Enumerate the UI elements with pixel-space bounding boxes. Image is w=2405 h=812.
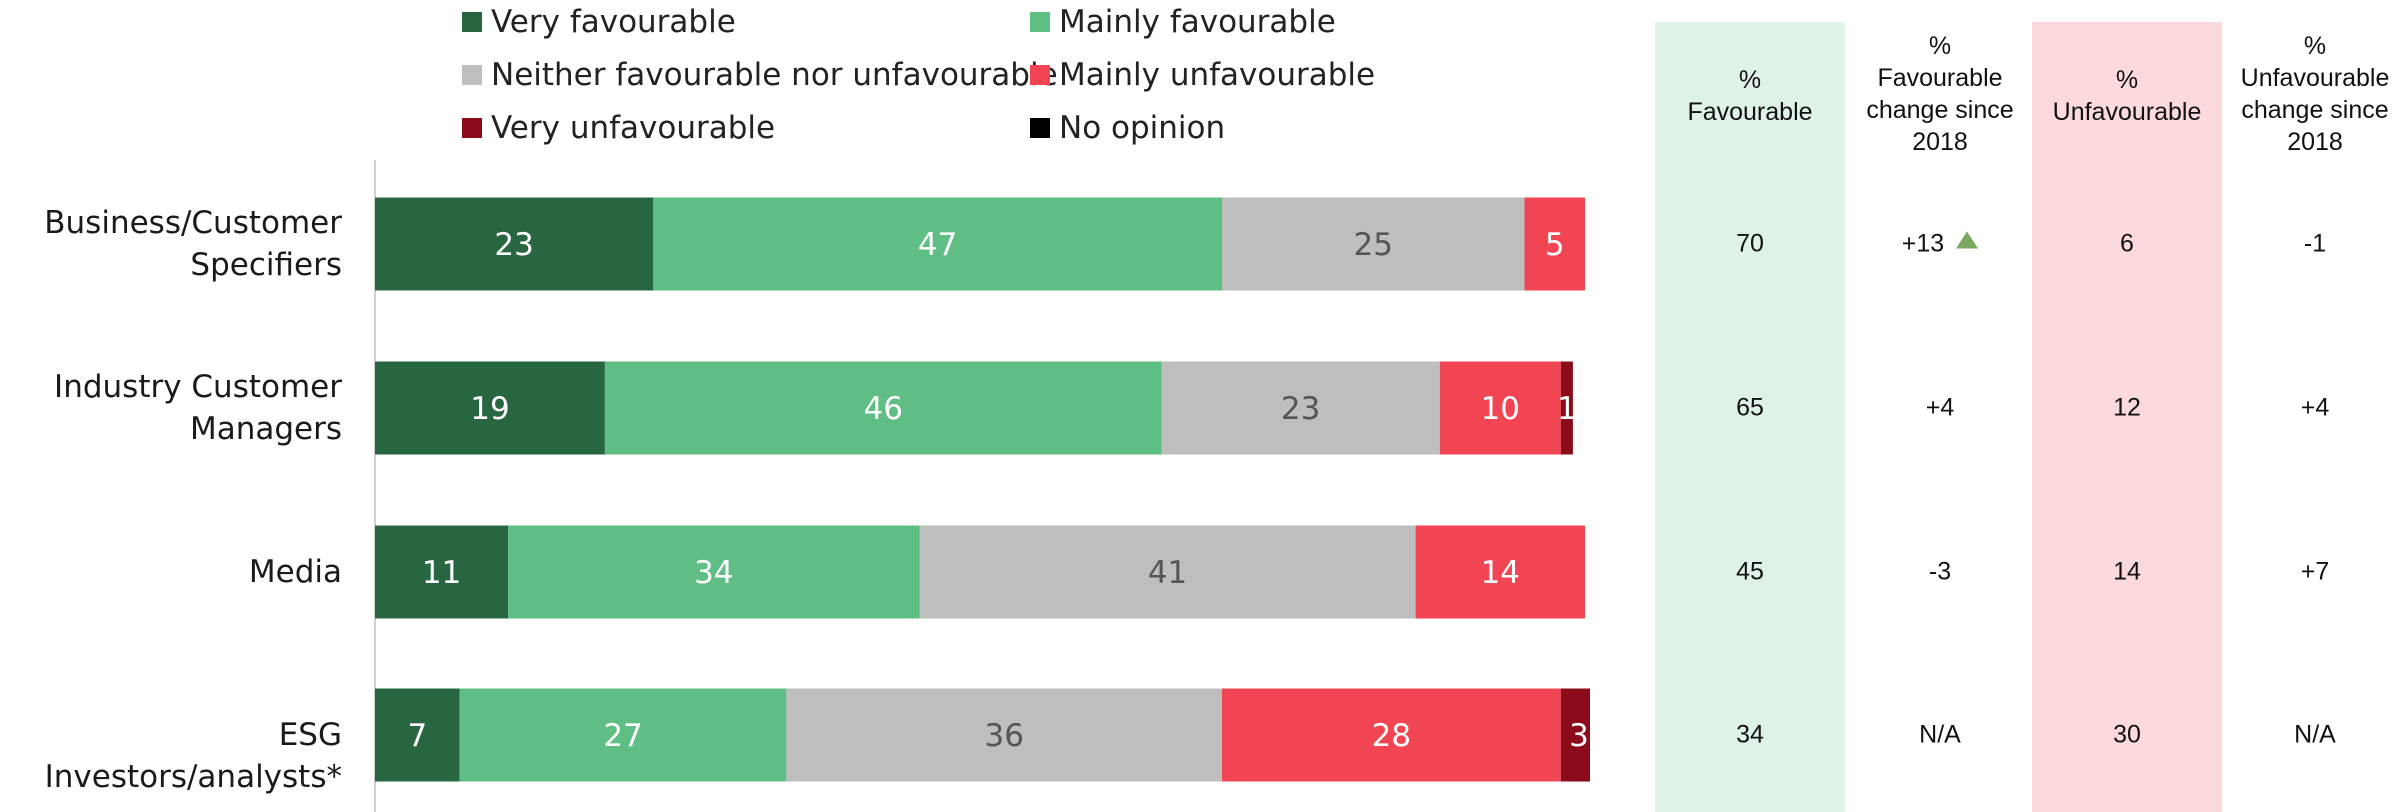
data-label: 10 bbox=[1481, 391, 1520, 427]
data-label: 41 bbox=[1148, 555, 1187, 591]
bar-neither-favourable-nor-unfavourable-media bbox=[919, 525, 1416, 619]
category-label-industry-customer-managers: Industry Customer Managers bbox=[54, 369, 342, 447]
category-label-media: Media bbox=[248, 554, 342, 590]
data-label: 3 bbox=[1569, 718, 1589, 754]
legend-item-very-unfavourable: Very unfavourable bbox=[462, 108, 775, 148]
data-label: 5 bbox=[1545, 227, 1565, 263]
bar-mainly-favourable-business-customer-specifiers bbox=[653, 197, 1222, 291]
table-cell: N/A bbox=[1919, 720, 1961, 749]
category-label-business-customer-specifiers: Business/Customer Specifiers bbox=[44, 205, 342, 283]
legend-swatch bbox=[1030, 65, 1050, 85]
table-cell: 45 bbox=[1736, 557, 1764, 586]
data-label: 11 bbox=[422, 555, 461, 591]
table-cell: 30 bbox=[2113, 720, 2141, 749]
data-label: 34 bbox=[694, 555, 733, 591]
data-label: 47 bbox=[918, 227, 957, 263]
column-highlight-unfavourable bbox=[2032, 22, 2222, 812]
table-cell: 65 bbox=[1736, 393, 1764, 422]
table-cell: 14 bbox=[2113, 557, 2141, 586]
data-label: 36 bbox=[984, 718, 1023, 754]
bar-mainly-favourable-industry-customer-managers bbox=[604, 361, 1162, 455]
legend-label: Mainly favourable bbox=[1059, 4, 1336, 40]
bar-mainly-favourable-esg-investors-analysts bbox=[459, 688, 787, 782]
bar-very-unfavourable-esg-investors-analysts bbox=[1560, 688, 1590, 782]
bar-neither-favourable-nor-unfavourable-industry-customer-managers bbox=[1161, 361, 1440, 455]
table-cell: +4 bbox=[2300, 393, 2330, 422]
legend-swatch bbox=[462, 65, 482, 85]
stacked-bar-chart: 23 47 25 519 46 23 10 111 34 41 147 27 36 28 3 bbox=[374, 160, 1590, 812]
legend-swatch bbox=[1030, 118, 1050, 138]
legend-label: Very unfavourable bbox=[491, 110, 776, 146]
category-label-esg-investors-analysts: ESG Investors/analysts* bbox=[44, 717, 342, 795]
data-label: 1 bbox=[1557, 391, 1577, 427]
column-header-unfavourable: % Unfavourable bbox=[2052, 66, 2202, 126]
legend-swatch bbox=[462, 118, 482, 138]
legend-swatch bbox=[462, 12, 482, 32]
data-label: 25 bbox=[1354, 227, 1393, 263]
legend-item-mainly-unfavourable: Mainly unfavourable bbox=[1030, 55, 1375, 95]
data-label: 23 bbox=[494, 227, 533, 263]
column-header-unfavourable-change-since-2018: % Unfavourable change since 2018 bbox=[2240, 32, 2390, 156]
data-label: 28 bbox=[1372, 718, 1411, 754]
bar-very-unfavourable-industry-customer-managers bbox=[1560, 361, 1573, 455]
table-cell: 12 bbox=[2113, 393, 2141, 422]
bar-very-favourable-industry-customer-managers bbox=[375, 361, 605, 455]
table-cell: 70 bbox=[1736, 229, 1764, 258]
bar-mainly-unfavourable-industry-customer-managers bbox=[1439, 361, 1561, 455]
table-cell: +4 bbox=[1925, 393, 1955, 422]
table-cell: +7 bbox=[2300, 557, 2330, 586]
data-label: 19 bbox=[470, 391, 509, 427]
data-label: 46 bbox=[863, 391, 902, 427]
table-cell: -1 bbox=[2303, 229, 2327, 258]
column-highlight-favourable bbox=[1655, 22, 1845, 812]
legend-item-mainly-favourable: Mainly favourable bbox=[1030, 2, 1336, 42]
legend-item-no-opinion: No opinion bbox=[1030, 108, 1225, 148]
legend-swatch bbox=[1030, 12, 1050, 32]
bar-very-favourable-esg-investors-analysts bbox=[375, 688, 460, 782]
table-cell: 6 bbox=[2120, 229, 2134, 258]
up-triangle-icon bbox=[1956, 231, 1979, 249]
bar-very-favourable-media bbox=[375, 525, 509, 619]
data-label: 7 bbox=[407, 718, 427, 754]
bar-neither-favourable-nor-unfavourable-business-customer-specifiers bbox=[1222, 197, 1525, 291]
legend-item-neither-favourable-nor-unfavourable: Neither favourable nor unfavourable bbox=[462, 55, 1058, 95]
table-cell: N/A bbox=[2294, 720, 2336, 749]
legend-label: Neither favourable nor unfavourable bbox=[491, 57, 1058, 93]
table-cell: 34 bbox=[1736, 720, 1764, 749]
data-label: 23 bbox=[1281, 391, 1320, 427]
bar-neither-favourable-nor-unfavourable-esg-investors-analysts bbox=[786, 688, 1222, 782]
data-label: 14 bbox=[1481, 555, 1520, 591]
legend-item-very-favourable: Very favourable bbox=[462, 2, 736, 42]
bar-mainly-unfavourable-esg-investors-analysts bbox=[1222, 688, 1561, 782]
legend-label: No opinion bbox=[1059, 110, 1226, 146]
table-cell: +13 bbox=[1845, 230, 2035, 259]
column-header-favourable-change-since-2018: % Favourable change since 2018 bbox=[1866, 32, 2014, 156]
bar-mainly-unfavourable-business-customer-specifiers bbox=[1524, 197, 1585, 291]
column-header-favourable: % Favourable bbox=[1687, 66, 1813, 126]
legend-label: Mainly unfavourable bbox=[1059, 57, 1376, 93]
legend-label: Very favourable bbox=[491, 4, 736, 40]
bar-very-favourable-business-customer-specifiers bbox=[375, 197, 654, 291]
bar-mainly-unfavourable-media bbox=[1415, 525, 1585, 619]
bar-mainly-favourable-media bbox=[508, 525, 920, 619]
data-label: 27 bbox=[603, 718, 642, 754]
table-cell: -3 bbox=[1928, 557, 1952, 586]
